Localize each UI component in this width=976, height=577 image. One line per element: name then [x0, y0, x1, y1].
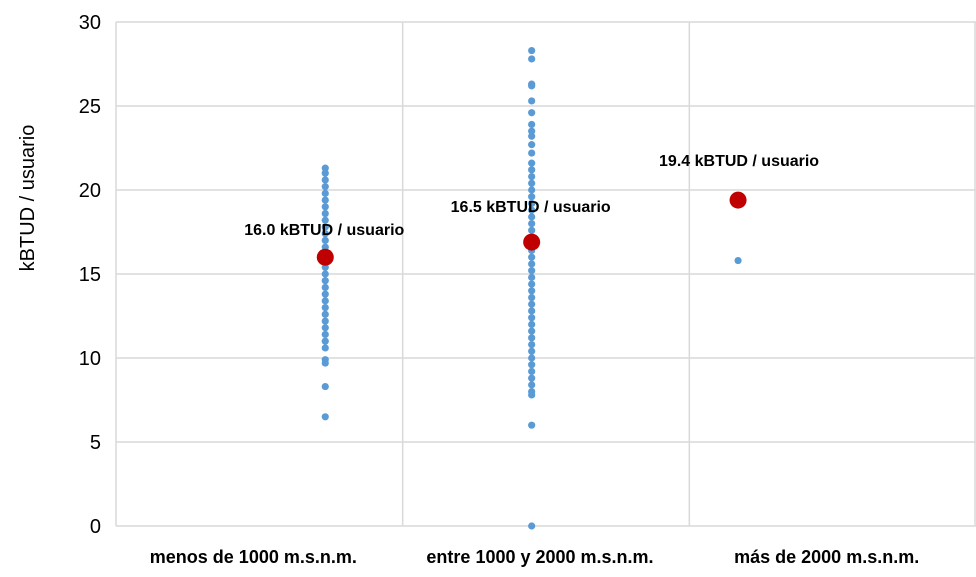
data-point: [734, 256, 742, 265]
data-point: [321, 196, 329, 204]
data-point: [528, 367, 536, 376]
data-point: [528, 97, 536, 105]
data-point: [528, 193, 536, 201]
data-point: [321, 223, 329, 231]
x-category-label: entre 1000 y 2000 m.s.n.m.: [426, 547, 653, 567]
mean-point: [523, 233, 541, 251]
data-point: [321, 236, 329, 244]
data-point: [321, 164, 329, 172]
data-point: [528, 55, 536, 63]
data-point: [528, 327, 536, 335]
data-point: [321, 324, 329, 332]
data-point: [528, 267, 536, 275]
y-tick-label: 0: [90, 516, 101, 538]
data-point: [528, 186, 536, 194]
gridlines: [115, 21, 976, 527]
mean-annotations: 16.0 kBTUD / usuario 16.5 kBTUD / usuario…: [244, 153, 819, 239]
data-point: [321, 169, 329, 177]
data-point: [528, 273, 536, 281]
data-point: [321, 283, 329, 292]
x-axis-category-labels: menos de 1000 m.s.n.m. entre 1000 y 2000 …: [150, 547, 919, 567]
data-point: [528, 226, 536, 234]
data-point: [528, 300, 536, 308]
y-tick-label: 30: [79, 12, 101, 34]
y-tick-label: 5: [90, 432, 101, 454]
data-point: [528, 46, 536, 55]
data-point: [528, 391, 536, 399]
y-tick-label: 10: [79, 348, 101, 370]
data-point: [528, 213, 536, 221]
data-point: [528, 354, 536, 362]
data-point: [528, 320, 536, 328]
data-point: [528, 172, 536, 181]
data-point: [321, 209, 329, 218]
data-point: [528, 141, 536, 149]
data-point: [528, 347, 536, 355]
data-point: [321, 330, 329, 339]
data-point: [321, 310, 329, 318]
data-point: [321, 290, 329, 298]
mean-point: [316, 248, 334, 266]
x-category-label: más de 2000 m.s.n.m.: [734, 547, 919, 567]
data-point: [528, 293, 536, 302]
data-point: [528, 287, 536, 295]
mean-point: [729, 191, 747, 209]
data-point: [321, 413, 329, 421]
data-point: [528, 166, 536, 174]
data-point: [528, 253, 536, 261]
scatter-points: [321, 46, 742, 530]
data-point: [528, 340, 536, 349]
data-point: [528, 361, 536, 369]
data-point: [528, 149, 536, 157]
data-point: [321, 216, 329, 224]
y-tick-label: 15: [79, 264, 101, 286]
y-tick-label: 20: [79, 180, 101, 202]
data-point: [321, 359, 329, 367]
data-point: [528, 334, 536, 342]
data-point: [528, 120, 536, 129]
data-point: [528, 199, 536, 208]
data-point: [528, 109, 536, 117]
data-point: [321, 337, 329, 345]
data-point: [321, 183, 329, 191]
data-point: [321, 297, 329, 305]
data-point: [528, 280, 536, 288]
data-point: [321, 382, 329, 391]
y-axis-tick-labels: 0 5 10 15 20 25 30: [79, 12, 101, 538]
data-point: [528, 82, 536, 90]
data-point: [321, 230, 329, 238]
y-tick-label: 25: [79, 96, 101, 118]
data-point: [528, 127, 536, 135]
data-point: [321, 317, 329, 325]
data-point: [528, 314, 536, 322]
x-category-label: menos de 1000 m.s.n.m.: [150, 547, 357, 567]
data-point: [528, 374, 536, 382]
data-point: [528, 260, 536, 268]
data-point: [528, 381, 536, 389]
data-point: [321, 270, 329, 278]
data-point: [528, 522, 536, 530]
data-point: [528, 307, 536, 315]
data-point: [528, 220, 536, 228]
data-point: [321, 176, 329, 184]
data-point: [528, 421, 536, 429]
mean-annotation: 16.5 kBTUD / usuario: [451, 199, 611, 216]
mean-markers: [316, 191, 747, 266]
data-point: [321, 344, 329, 352]
data-point: [528, 206, 536, 214]
data-point: [321, 304, 329, 312]
data-point: [528, 179, 536, 187]
data-point: [321, 189, 329, 197]
mean-annotation: 19.4 kBTUD / usuario: [659, 153, 819, 170]
mean-annotation: 16.0 kBTUD / usuario: [244, 222, 404, 239]
data-point: [528, 132, 536, 140]
data-point: [321, 277, 329, 285]
data-point: [321, 203, 329, 211]
data-point: [528, 159, 536, 167]
y-axis-title: kBTUD / usuario: [17, 125, 39, 272]
